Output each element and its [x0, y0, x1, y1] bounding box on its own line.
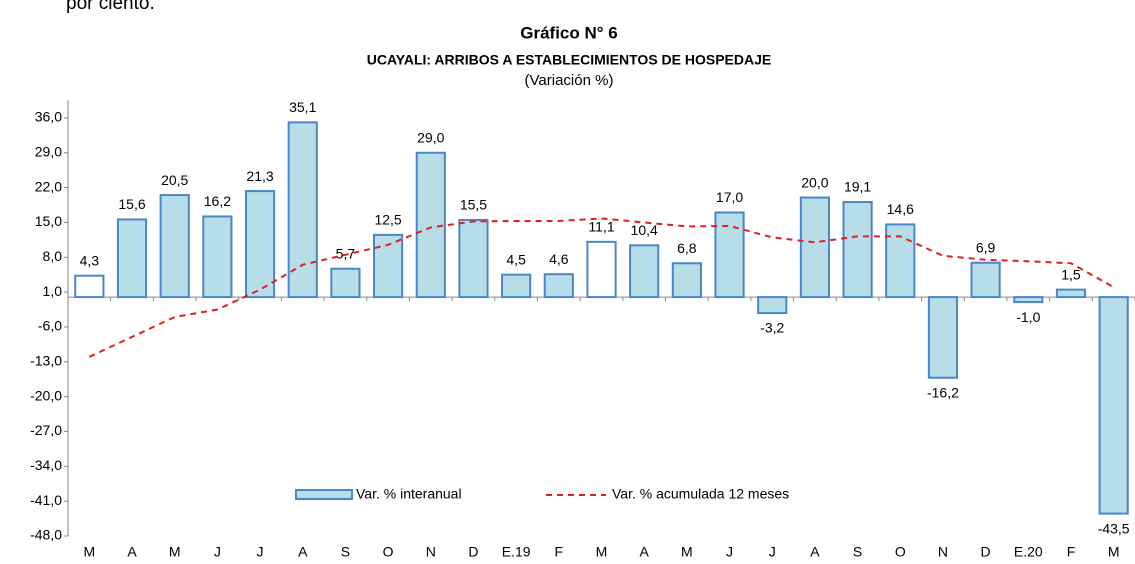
data-label: 20,0: [801, 174, 828, 190]
data-label: 4,3: [80, 252, 100, 268]
x-tick-label: M: [169, 544, 181, 560]
bar: [1055, 288, 1087, 299]
x-tick-label: N: [426, 544, 436, 560]
y-tick-label: -41,0: [30, 492, 62, 508]
data-label: 6,9: [976, 239, 996, 255]
bar: [885, 223, 916, 299]
x-tick-label: F: [1067, 544, 1076, 560]
data-label: 19,1: [844, 179, 871, 195]
bar: [543, 273, 574, 299]
x-tick-label: N: [938, 544, 948, 560]
bar: [1098, 296, 1129, 515]
data-label: 20,5: [161, 172, 188, 188]
chart-subtitle: UCAYALI: ARRIBOS A ESTABLECIMIENTOS DE H…: [367, 52, 772, 68]
y-tick-label: 8,0: [43, 248, 63, 264]
data-label: 17,0: [716, 189, 743, 205]
bar: [1013, 296, 1044, 304]
data-label: 14,6: [887, 201, 914, 217]
bar: [287, 121, 318, 299]
data-label: 12,5: [374, 212, 401, 228]
x-tick-label: A: [810, 544, 820, 560]
x-tick-label: D: [468, 544, 478, 560]
data-label: 29,0: [417, 129, 444, 145]
data-label: 4,6: [549, 251, 569, 267]
x-tick-label: A: [127, 544, 137, 560]
bar: [714, 211, 745, 299]
y-tick-label: 1,0: [43, 283, 63, 299]
x-tick-label: J: [726, 544, 733, 560]
data-label: 1,5: [1061, 266, 1081, 282]
bar: [330, 267, 361, 299]
x-tick-label: E.20: [1014, 544, 1043, 560]
y-tick-label: -6,0: [38, 318, 62, 334]
bar: [501, 273, 532, 299]
x-tick-label: O: [383, 544, 394, 560]
y-tick-label: 29,0: [35, 143, 62, 159]
bar: [458, 218, 489, 299]
x-tick-label: F: [555, 544, 564, 560]
bar: [927, 296, 959, 379]
data-label: 16,2: [204, 193, 231, 209]
x-tick-label: M: [681, 544, 693, 560]
data-label: 35,1: [289, 99, 316, 115]
data-label: 21,3: [246, 168, 273, 184]
x-tick-label: D: [981, 544, 991, 560]
bar: [842, 201, 873, 299]
x-tick-label: A: [640, 544, 650, 560]
data-label: 15,6: [118, 196, 145, 212]
x-tick-label: J: [257, 544, 264, 560]
y-tick-label: -27,0: [30, 422, 62, 438]
data-label: 11,1: [588, 219, 614, 235]
legend-label: Var. % interanual: [356, 486, 462, 502]
header-text: por ciento.: [66, 0, 155, 14]
data-label: 15,5: [460, 197, 487, 213]
data-label: 10,4: [631, 222, 658, 238]
x-tick-label: O: [895, 544, 906, 560]
data-label: -3,2: [760, 320, 784, 336]
data-label: -43,5: [1098, 520, 1130, 536]
bar: [629, 244, 660, 299]
y-tick-label: -13,0: [30, 353, 62, 369]
data-label: 5,7: [336, 245, 356, 261]
x-tick-label: M: [596, 544, 608, 560]
bar: [74, 274, 105, 299]
x-tick-label: M: [1108, 544, 1120, 560]
bar: [202, 215, 233, 299]
bar: [799, 196, 830, 299]
bar: [586, 240, 617, 299]
bar: [159, 194, 190, 299]
bar: [415, 151, 446, 299]
legend: Var. % interanual Var. % acumulada 12 me…: [295, 486, 789, 502]
x-tick-label: E.19: [502, 544, 531, 560]
y-tick-label: 22,0: [35, 178, 62, 194]
y-tick-label: 15,0: [35, 213, 62, 229]
x-tick-label: S: [341, 544, 350, 560]
y-tick-label: 36,0: [35, 109, 62, 125]
y-tick-label: -34,0: [30, 457, 62, 473]
x-tick-label: A: [298, 544, 308, 560]
data-label: -16,2: [927, 384, 959, 400]
bar: [116, 218, 148, 299]
legend-label: Var. % acumulada 12 meses: [612, 486, 789, 502]
bar: [244, 190, 276, 299]
chart-title: Gráfico N° 6: [520, 23, 618, 42]
x-tick-label: J: [769, 544, 776, 560]
x-tick-label: M: [84, 544, 96, 560]
bar: [970, 261, 1001, 299]
x-tick-label: J: [214, 544, 221, 560]
data-label: -1,0: [1016, 309, 1040, 325]
bar: [757, 296, 788, 315]
data-label: 4,5: [506, 251, 526, 267]
y-tick-label: -20,0: [30, 387, 62, 403]
legend-swatch: [295, 489, 353, 500]
x-tick-label: S: [853, 544, 862, 560]
y-label: (Variación %): [525, 72, 614, 89]
y-tick-label: -48,0: [30, 527, 62, 543]
bar: [671, 262, 702, 299]
data-label: 6,8: [677, 240, 697, 256]
